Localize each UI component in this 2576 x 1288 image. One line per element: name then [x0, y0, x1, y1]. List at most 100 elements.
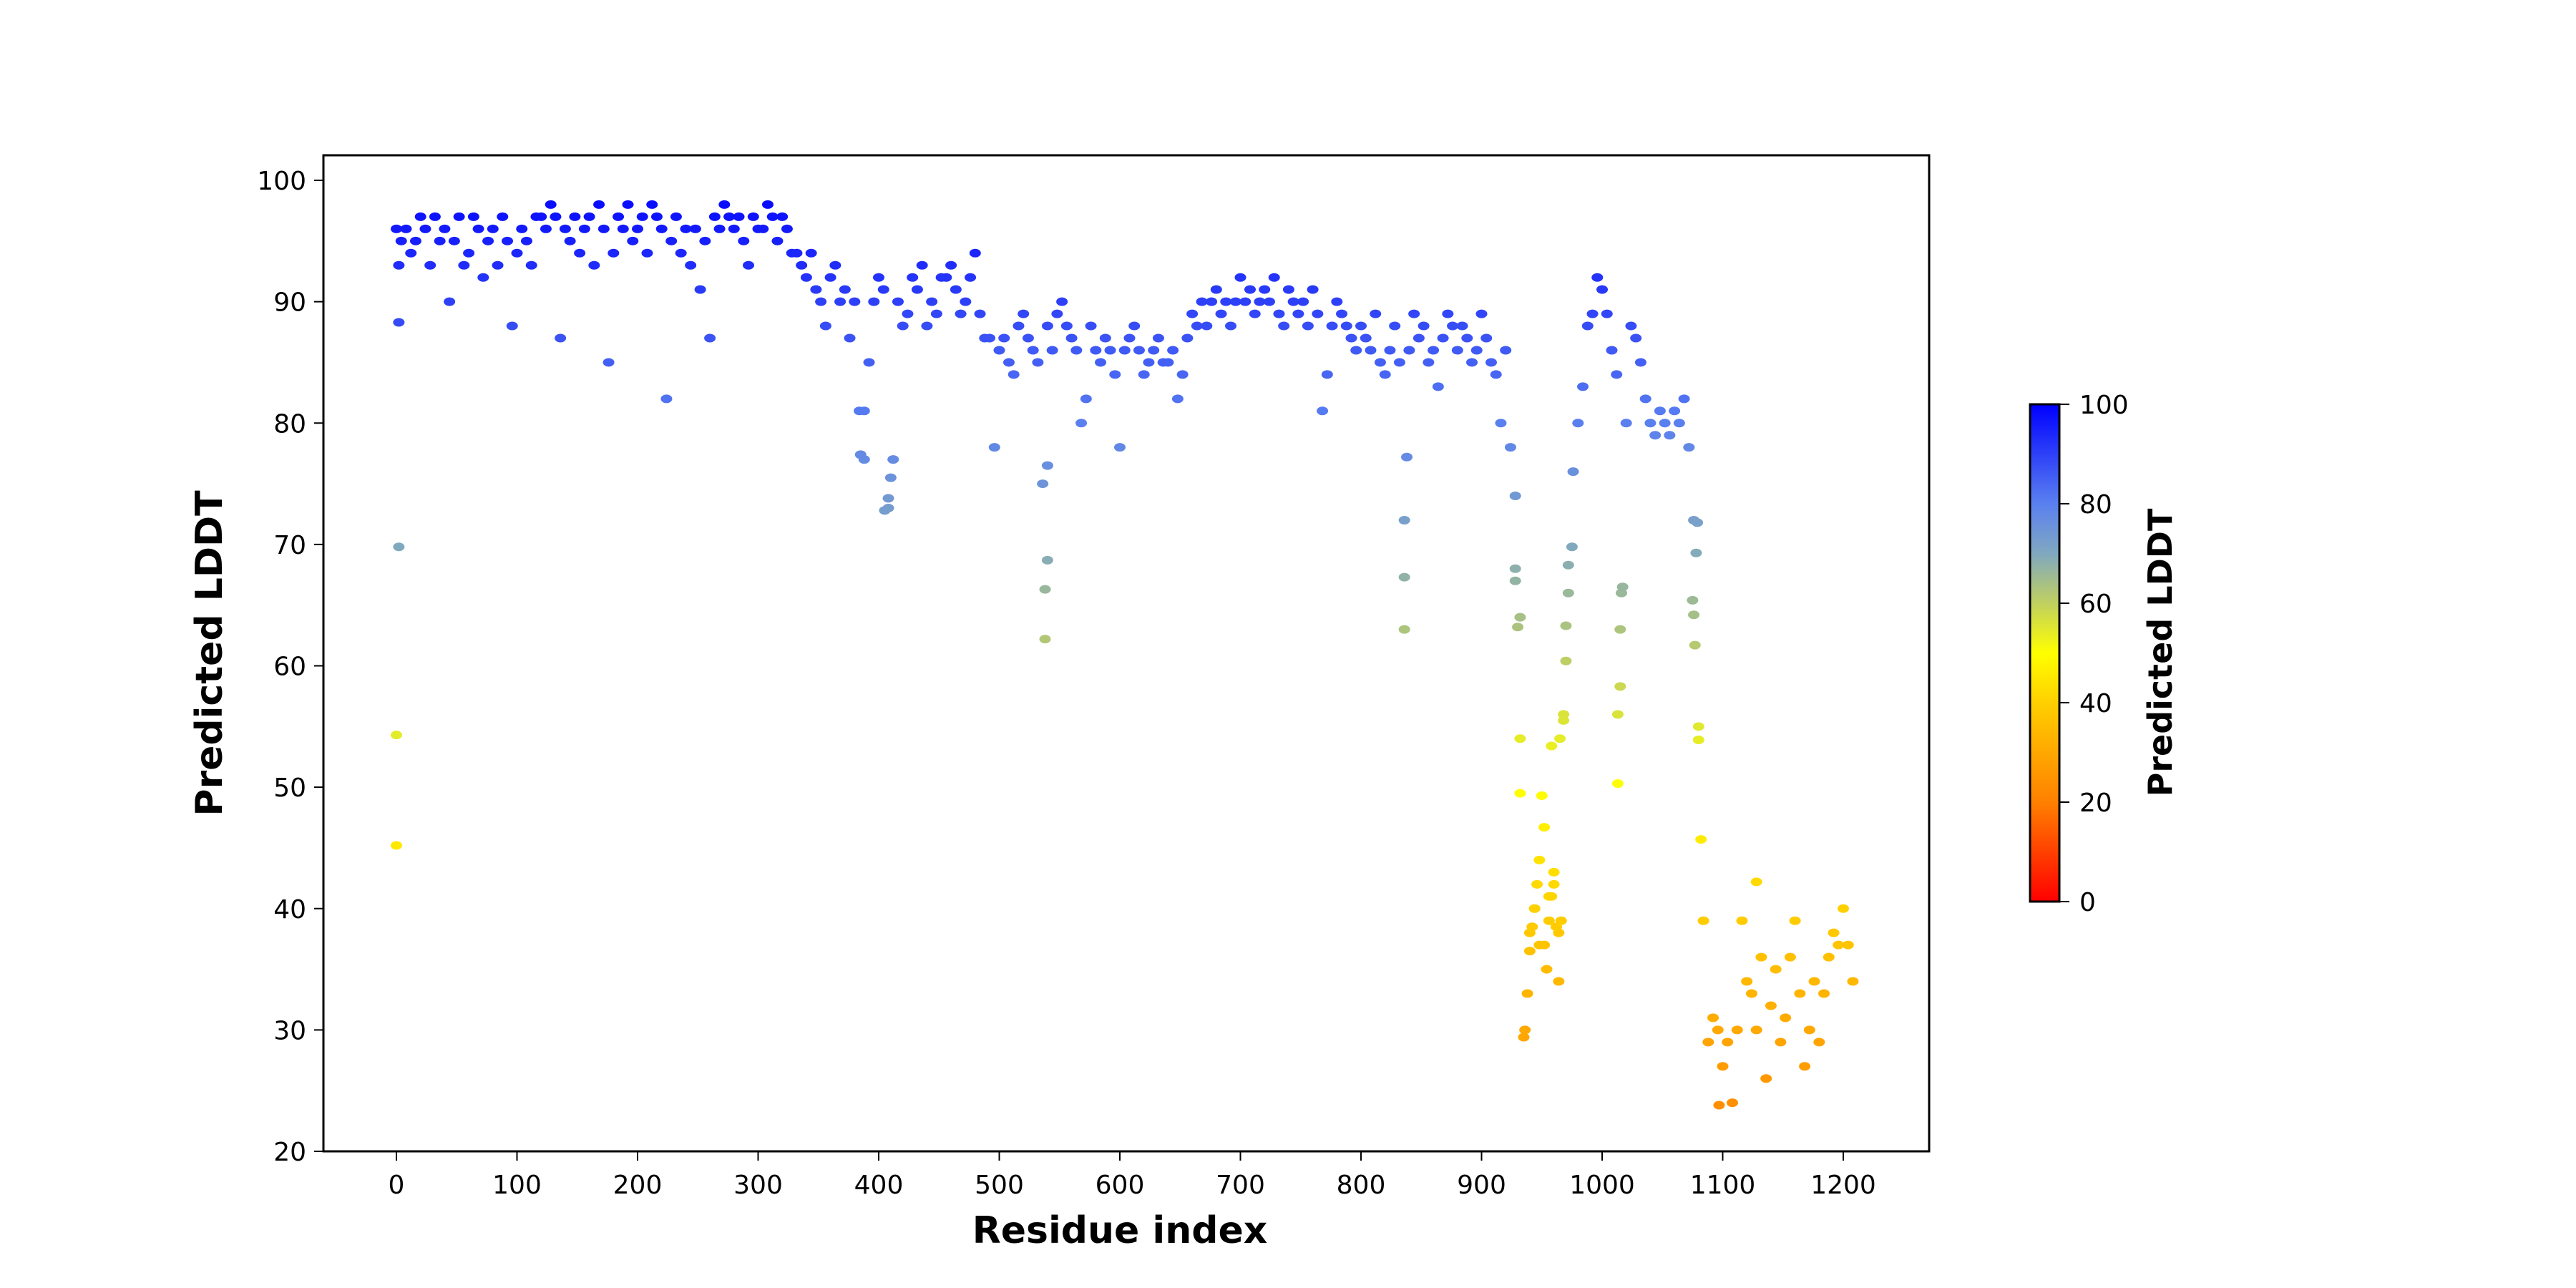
data-point	[1555, 916, 1567, 925]
data-point	[723, 212, 736, 221]
data-point	[834, 297, 847, 306]
data-point	[1403, 346, 1415, 355]
data-point	[882, 494, 894, 503]
data-point	[873, 273, 884, 282]
data-point	[1828, 928, 1840, 937]
data-point	[1037, 479, 1049, 489]
data-point	[1562, 560, 1574, 570]
data-point	[1611, 779, 1624, 789]
data-point	[1249, 309, 1261, 318]
data-point	[1350, 346, 1362, 355]
data-point	[1302, 321, 1314, 331]
data-point	[810, 285, 822, 294]
data-point	[1514, 789, 1526, 798]
data-point	[1741, 977, 1753, 986]
data-point	[1558, 710, 1570, 719]
data-point	[1566, 542, 1578, 552]
data-point	[1234, 273, 1246, 282]
data-point	[578, 224, 590, 233]
data-point	[675, 248, 687, 258]
y-tick-label: 30	[273, 1016, 306, 1045]
data-point	[1128, 321, 1141, 331]
data-point	[1543, 916, 1555, 925]
data-point	[1186, 309, 1199, 318]
data-point	[506, 321, 518, 331]
data-point	[1512, 623, 1524, 632]
data-point	[1418, 321, 1430, 331]
data-point	[1664, 431, 1676, 440]
data-point	[863, 358, 875, 367]
data-point	[984, 333, 996, 343]
x-tick-label: 700	[1216, 1171, 1265, 1200]
data-point	[849, 297, 861, 306]
data-point	[1056, 297, 1068, 306]
data-point	[800, 273, 812, 282]
data-point	[1229, 297, 1241, 306]
data-point	[757, 224, 769, 233]
data-point	[1847, 977, 1859, 986]
data-point	[564, 236, 576, 245]
data-point	[1838, 904, 1849, 913]
data-point	[622, 200, 634, 209]
data-point	[1041, 461, 1053, 470]
data-point	[439, 224, 451, 233]
data-point	[680, 224, 692, 233]
data-point	[747, 212, 759, 221]
data-point	[1075, 419, 1088, 428]
data-point	[409, 236, 421, 245]
data-point	[930, 309, 942, 318]
x-tick-label: 200	[613, 1171, 663, 1200]
data-point	[393, 318, 405, 327]
data-point	[593, 200, 605, 209]
data-point	[940, 273, 952, 282]
data-point	[1370, 309, 1382, 318]
data-point	[1722, 1038, 1734, 1047]
data-point	[1560, 656, 1572, 665]
data-point	[393, 542, 405, 552]
data-point	[1697, 916, 1709, 925]
data-point	[1780, 1013, 1792, 1023]
data-point	[902, 309, 914, 318]
y-tick-label: 40	[273, 895, 306, 924]
data-point	[1152, 333, 1164, 343]
data-point	[844, 333, 856, 343]
data-point	[1842, 940, 1854, 950]
data-point	[1123, 333, 1136, 343]
data-point	[1456, 321, 1468, 331]
data-point	[1606, 346, 1618, 355]
data-point	[708, 212, 721, 221]
data-point	[424, 260, 436, 270]
data-point	[1027, 346, 1039, 355]
data-point	[1695, 835, 1707, 844]
data-point	[492, 260, 504, 270]
data-point	[969, 248, 981, 258]
data-point	[974, 309, 986, 318]
data-point	[641, 248, 653, 258]
data-point	[1206, 297, 1218, 306]
y-axis-ticks: 20 30 40 50 60 70 80 90 100	[257, 167, 323, 1167]
data-point	[1521, 989, 1533, 998]
data-point	[699, 236, 711, 245]
data-point	[1287, 297, 1299, 306]
data-point	[1567, 467, 1579, 477]
data-point	[511, 248, 523, 258]
data-point	[1060, 321, 1073, 331]
data-point	[1689, 640, 1701, 650]
data-point	[824, 273, 836, 282]
data-point	[1398, 572, 1410, 582]
data-point	[1490, 370, 1502, 379]
data-point	[632, 224, 643, 233]
data-point	[463, 248, 475, 258]
x-tick-label: 1200	[1810, 1171, 1876, 1200]
data-point	[1586, 309, 1599, 318]
data-point	[1413, 333, 1425, 343]
data-point	[1750, 877, 1762, 887]
data-point	[1442, 309, 1454, 318]
data-point	[1312, 309, 1324, 318]
data-point	[1533, 855, 1546, 864]
data-point	[1099, 333, 1111, 343]
data-point	[1355, 321, 1367, 331]
data-point	[391, 841, 402, 850]
data-point	[1523, 947, 1536, 956]
data-point	[1466, 358, 1478, 367]
